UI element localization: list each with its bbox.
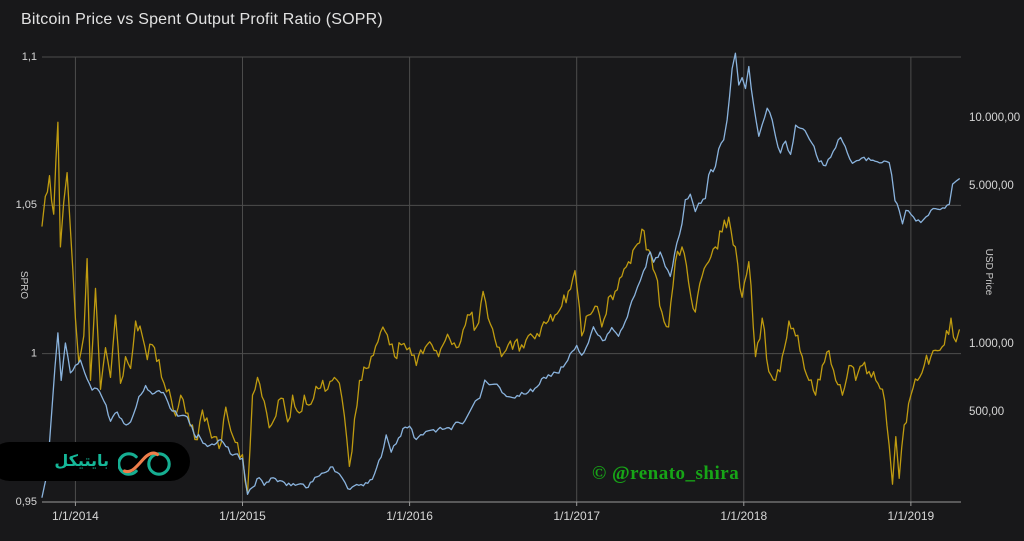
x-tick-label: 1/1/2016	[386, 509, 433, 523]
x-tick-label: 1/1/2014	[52, 509, 99, 523]
page-title: Bitcoin Price vs Spent Output Profit Rat…	[21, 11, 383, 28]
sopr-series-line	[41, 121, 960, 494]
y-left-axis-title: SPRO	[18, 271, 29, 300]
y-left-tick-label: 1,1	[22, 51, 37, 63]
logo: بايتيكل	[0, 442, 190, 481]
x-tick-label: 1/1/2019	[888, 509, 935, 523]
y-right-tick-label: 500,00	[969, 406, 1004, 418]
logo-text: بايتيكل	[54, 450, 109, 470]
y-left-tick-label: 0,95	[16, 496, 37, 508]
y-right-axis-title: USD Price	[983, 249, 994, 296]
x-tick-label: 1/1/2018	[720, 509, 767, 523]
y-right-tick-label: 5.000,00	[969, 180, 1014, 192]
price-series-line	[41, 52, 960, 498]
y-right-tick-label: 10.000,00	[969, 112, 1020, 124]
bicycle-icon	[118, 451, 171, 476]
x-tick-label: 1/1/2015	[219, 509, 266, 523]
x-tick-label: 1/1/2017	[553, 509, 600, 523]
y-right-tick-label: 1.000,00	[969, 338, 1014, 350]
watermark-credit: © @renato_shira	[592, 463, 740, 484]
y-left-tick-label: 1,05	[16, 199, 37, 211]
y-left-tick-label: 1	[31, 348, 37, 360]
